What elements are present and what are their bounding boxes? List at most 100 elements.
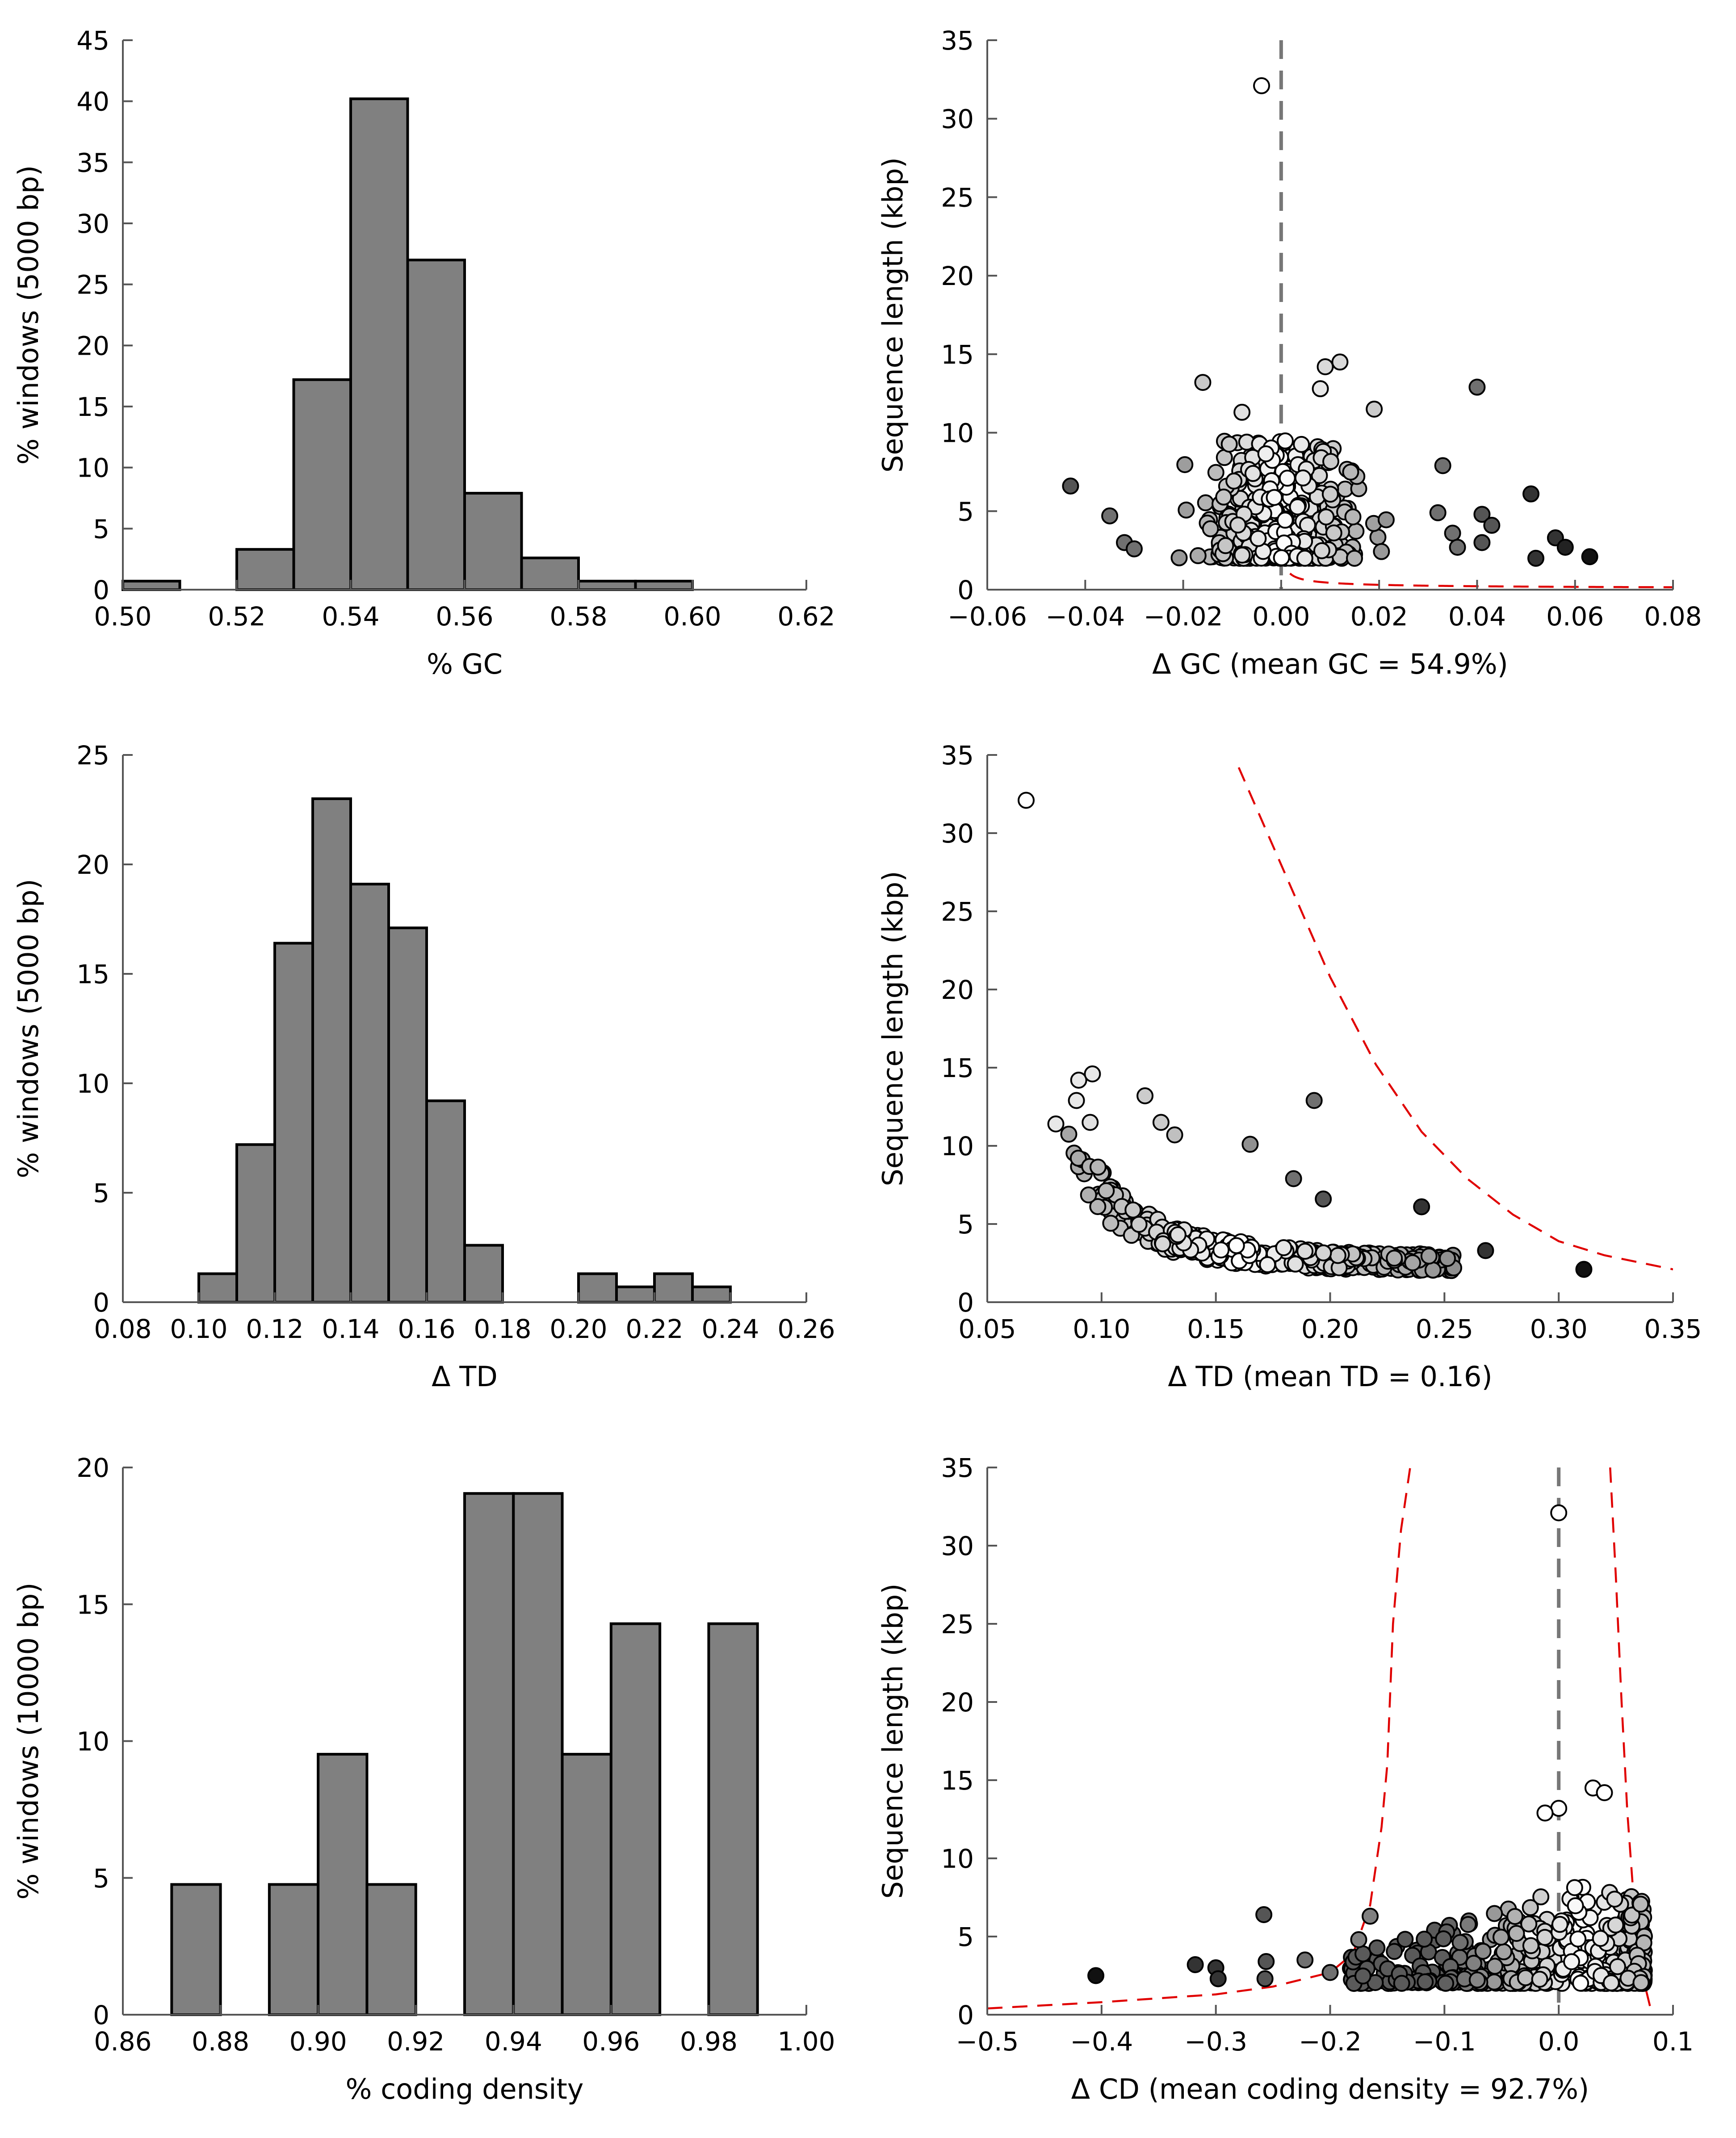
data-point <box>1176 456 1194 474</box>
x-tick-label: 0.90 <box>289 2026 347 2057</box>
y-tick-label: 0 <box>93 1287 109 1318</box>
data-point <box>1217 537 1234 554</box>
y-tick-label: 10 <box>76 1727 109 1757</box>
data-point <box>1483 516 1501 534</box>
plot-area <box>1017 767 1673 1279</box>
y-tick-label: 30 <box>941 818 974 849</box>
data-point <box>1567 1897 1584 1915</box>
x-tick-label: 0.54 <box>322 601 379 632</box>
x-tick-label: −0.1 <box>1413 2026 1476 2057</box>
x-tick-label: 0.08 <box>1644 601 1702 632</box>
y-tick-label: 30 <box>941 104 974 134</box>
data-point <box>1404 1254 1422 1271</box>
x-tick-label: 0.52 <box>208 601 265 632</box>
x-tick-label: 0.25 <box>1416 1314 1473 1344</box>
y-tick-label: 25 <box>941 182 974 213</box>
y-tick-label: 10 <box>76 1069 109 1099</box>
y-tick-label: 15 <box>941 340 974 370</box>
data-point <box>1435 1930 1452 1948</box>
bar <box>122 579 181 591</box>
x-tick-label: 0.10 <box>1073 1314 1130 1344</box>
x-tick-label: 0.10 <box>170 1314 227 1344</box>
data-point <box>1413 1198 1430 1216</box>
data-point <box>1296 549 1313 567</box>
y-axis-label: Sequence length (kbp) <box>876 157 909 473</box>
bar <box>406 259 466 591</box>
data-point <box>1508 1924 1525 1942</box>
x-tick-label: 0.56 <box>436 601 493 632</box>
data-point <box>1166 1126 1183 1144</box>
y-tick-label: 10 <box>941 1844 974 1874</box>
data-point <box>1047 1115 1065 1132</box>
data-point <box>1287 1255 1304 1273</box>
y-tick-label: 35 <box>941 25 974 56</box>
data-point <box>1275 1239 1292 1256</box>
data-point <box>1207 464 1224 481</box>
y-tick-label: 20 <box>76 331 109 361</box>
data-point <box>1215 488 1233 506</box>
data-point <box>1474 1942 1492 1960</box>
scatter-gc: −0.06 −0.04 −0.02 0.00 0.02 0.04 0.06 0.08 0 5 10 1… <box>876 25 1702 680</box>
data-point <box>1609 1958 1626 1975</box>
y-tick-label: 10 <box>941 1131 974 1161</box>
scatter-td: 0.05 0.10 0.15 0.20 0.25 0.30 0.35 0 5 10 15 20 25 30… <box>876 740 1702 1393</box>
data-point <box>1276 511 1294 529</box>
y-tick-label: 5 <box>93 1863 109 1894</box>
data-point <box>1342 463 1359 481</box>
data-point <box>1321 486 1339 503</box>
data-point <box>1315 1244 1332 1262</box>
data-point <box>1315 1191 1332 1207</box>
data-point <box>1329 1247 1346 1264</box>
data-point <box>1522 1899 1539 1916</box>
data-point <box>1354 1967 1371 1985</box>
data-point <box>1551 1916 1568 1933</box>
x-tick-label: 0.50 <box>94 601 151 632</box>
data-point <box>1259 1256 1276 1274</box>
y-tick-label: 10 <box>76 453 109 483</box>
data-point <box>1256 1970 1274 1987</box>
y-tick-label: 15 <box>941 1053 974 1083</box>
data-point <box>1366 400 1383 418</box>
x-tick-label: 1.00 <box>777 2026 835 2057</box>
x-tick-label: 0.18 <box>474 1314 531 1344</box>
data-point <box>1331 353 1349 371</box>
data-point <box>1459 1916 1477 1933</box>
x-tick-label: 0.92 <box>387 2026 444 2057</box>
bar <box>463 1492 515 2016</box>
data-point <box>1313 542 1330 559</box>
data-point <box>1068 1092 1085 1109</box>
data-point <box>1244 465 1262 482</box>
data-point <box>1233 546 1251 564</box>
data-point <box>1296 1951 1314 1969</box>
y-axis-label: % windows (5000 bp) <box>12 879 45 1178</box>
data-point <box>1202 520 1219 537</box>
x-tick-label: 0.00 <box>1252 601 1310 632</box>
bar <box>387 926 428 1304</box>
x-tick-label: −0.2 <box>1299 2026 1362 2057</box>
x-tick-label: 0.02 <box>1350 601 1408 632</box>
data-point <box>1451 1934 1469 1951</box>
data-point <box>1522 485 1540 503</box>
data-point <box>1305 1092 1323 1109</box>
data-point <box>1250 530 1267 547</box>
data-point <box>1531 1970 1548 1988</box>
data-point <box>1276 432 1294 450</box>
bar <box>577 579 637 591</box>
y-axis-label: % windows (5000 bp) <box>12 165 45 465</box>
data-point <box>1386 1249 1403 1267</box>
data-point <box>1098 1182 1115 1199</box>
x-tick-label: 0.88 <box>192 2026 249 2057</box>
y-tick-label: 5 <box>957 496 974 527</box>
data-point <box>1197 494 1214 511</box>
data-point <box>1369 528 1387 546</box>
data-point <box>1317 508 1335 526</box>
data-point <box>1572 1975 1589 1992</box>
data-point <box>1473 506 1491 523</box>
data-point <box>1125 540 1143 558</box>
data-point <box>1581 548 1598 566</box>
x-tick-label: −0.3 <box>1184 2026 1247 2057</box>
data-point <box>1506 1908 1524 1925</box>
bar <box>609 1622 662 2016</box>
data-point <box>1089 1198 1107 1216</box>
